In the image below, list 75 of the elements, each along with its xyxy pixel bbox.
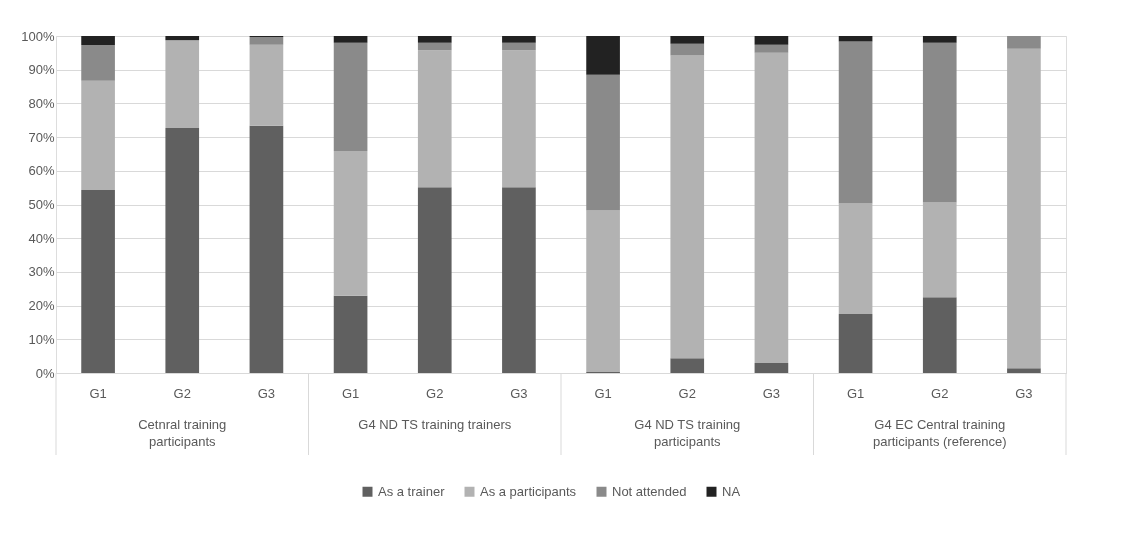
bar (1007, 48, 1041, 369)
bar (670, 55, 705, 359)
bar (670, 43, 705, 56)
y-tick-label: 20% (28, 298, 55, 314)
bar (754, 362, 789, 373)
y-tick-label: 100% (21, 28, 55, 44)
bar (922, 42, 957, 203)
bar (838, 314, 873, 373)
bar (922, 36, 957, 43)
y-tick-label: 0% (35, 365, 55, 381)
y-tick-label: 50% (28, 197, 55, 212)
x-tick-label: G2 (931, 385, 949, 401)
bar (754, 36, 789, 45)
y-tick-label: 10% (28, 331, 55, 347)
text: Cetnral training participants (138, 417, 227, 449)
bar (165, 128, 200, 373)
x-tick-label: G1 (846, 385, 865, 401)
bar (922, 297, 957, 373)
bar (165, 36, 200, 41)
bar (417, 36, 452, 43)
bar (586, 210, 620, 372)
bar (754, 44, 789, 53)
bar (333, 36, 368, 43)
bar (838, 41, 873, 204)
bar (81, 45, 115, 81)
bar (670, 36, 705, 44)
bar (333, 42, 368, 151)
x-tick-label: G1 (341, 385, 360, 401)
y-tick-label: 70% (28, 129, 55, 145)
bar (165, 40, 200, 128)
bar (838, 203, 873, 315)
x-tick-label: G3 (257, 385, 276, 401)
x-tick-label: G1 (89, 385, 107, 401)
x-tick-label: G3 (510, 385, 528, 401)
x-tick-label: G1 (594, 385, 612, 401)
bar (586, 74, 620, 211)
x-tick-label: G3 (762, 385, 781, 401)
legend-label: Not attended (612, 483, 687, 499)
bar (249, 125, 284, 373)
bar (417, 42, 452, 51)
bar (417, 187, 452, 373)
bar (249, 37, 284, 45)
y-tick-label: 80% (28, 95, 55, 111)
text: G4 ND TS training participants (634, 417, 741, 449)
text: G4 ND TS training trainers (358, 417, 512, 432)
bar (81, 36, 115, 46)
y-tick-label: 40% (28, 230, 55, 246)
bar (838, 36, 873, 42)
x-tick-label: G2 (173, 385, 191, 401)
bar (586, 36, 620, 75)
legend-label: As a trainer (378, 483, 446, 499)
bar (502, 187, 536, 373)
x-tick-label: G2 (678, 385, 696, 401)
bar (333, 150, 368, 296)
x-tick-label: G3 (1015, 385, 1033, 401)
bar (502, 50, 536, 188)
bar (754, 52, 789, 363)
bar (502, 42, 536, 51)
bar (81, 190, 115, 373)
bar (670, 358, 705, 373)
bar (1007, 36, 1041, 49)
y-tick-label: 60% (28, 163, 55, 179)
legend-label: NA (722, 483, 741, 499)
bar (922, 202, 957, 298)
x-tick-label: G2 (426, 385, 444, 401)
bar (502, 36, 536, 43)
bar (417, 50, 452, 188)
bar (249, 44, 284, 126)
bar (81, 80, 115, 191)
bar (1007, 368, 1041, 373)
legend-label: As a participants (480, 483, 577, 499)
text: G4 EC Central training participants (reference) (872, 417, 1007, 449)
bar (333, 295, 368, 373)
y-tick-label: 90% (28, 62, 55, 78)
y-tick-label: 30% (28, 264, 55, 280)
